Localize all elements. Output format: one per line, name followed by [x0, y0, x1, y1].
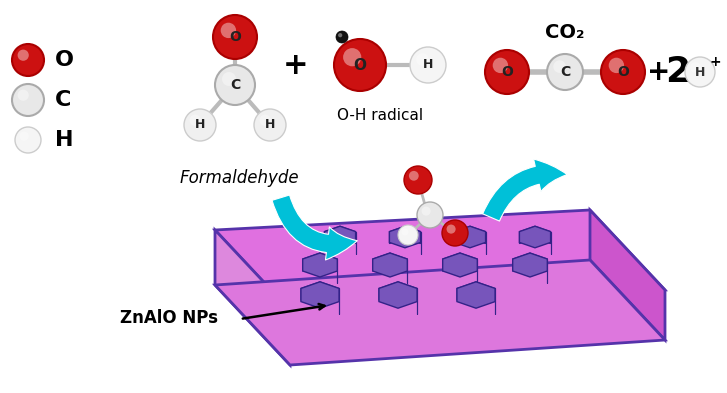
Polygon shape	[324, 226, 356, 248]
Polygon shape	[320, 282, 339, 300]
Circle shape	[17, 90, 29, 101]
Polygon shape	[390, 226, 421, 248]
Circle shape	[404, 166, 432, 194]
Polygon shape	[443, 253, 460, 271]
Polygon shape	[519, 226, 550, 248]
Text: O: O	[501, 65, 513, 79]
Circle shape	[422, 207, 430, 216]
Text: 2: 2	[665, 55, 690, 89]
Polygon shape	[215, 260, 665, 365]
Text: H: H	[265, 119, 276, 132]
Circle shape	[442, 220, 468, 246]
Circle shape	[685, 57, 715, 87]
Polygon shape	[320, 253, 337, 271]
Polygon shape	[301, 282, 320, 300]
Polygon shape	[324, 226, 340, 244]
Circle shape	[215, 65, 255, 105]
Polygon shape	[460, 253, 478, 271]
Text: H: H	[423, 59, 433, 72]
Polygon shape	[379, 282, 417, 308]
Text: C: C	[230, 78, 240, 92]
Circle shape	[485, 50, 529, 94]
Circle shape	[547, 54, 583, 90]
Circle shape	[553, 60, 566, 73]
Text: O: O	[55, 50, 74, 70]
Circle shape	[254, 109, 286, 141]
Polygon shape	[302, 253, 320, 271]
Circle shape	[17, 50, 29, 61]
Polygon shape	[379, 282, 398, 300]
Circle shape	[260, 115, 270, 126]
Text: Formaldehyde: Formaldehyde	[180, 169, 300, 187]
Circle shape	[601, 50, 645, 94]
Circle shape	[222, 72, 236, 86]
Polygon shape	[373, 253, 407, 277]
Text: H: H	[55, 130, 73, 150]
Circle shape	[343, 48, 361, 66]
Text: O: O	[353, 57, 366, 72]
Circle shape	[184, 109, 216, 141]
Polygon shape	[530, 253, 547, 271]
Polygon shape	[513, 253, 547, 277]
Text: C: C	[560, 65, 570, 79]
Polygon shape	[215, 210, 665, 310]
Polygon shape	[443, 253, 478, 277]
Circle shape	[338, 33, 342, 37]
Circle shape	[398, 225, 418, 245]
Text: ZnAlO NPs: ZnAlO NPs	[120, 309, 218, 327]
Circle shape	[417, 53, 429, 66]
Circle shape	[417, 202, 443, 228]
Circle shape	[409, 171, 419, 181]
Circle shape	[608, 58, 624, 73]
Polygon shape	[535, 226, 550, 244]
Text: O-H radical: O-H radical	[337, 108, 423, 123]
Polygon shape	[301, 282, 339, 308]
Circle shape	[334, 39, 386, 91]
Polygon shape	[590, 210, 665, 340]
Polygon shape	[454, 226, 470, 244]
Text: +: +	[647, 58, 670, 86]
FancyArrowPatch shape	[272, 195, 357, 260]
Polygon shape	[457, 282, 476, 300]
Circle shape	[336, 31, 348, 43]
Text: +: +	[284, 50, 309, 79]
Text: C: C	[55, 90, 71, 110]
FancyArrowPatch shape	[483, 159, 567, 221]
Polygon shape	[476, 282, 495, 300]
Text: +: +	[709, 55, 720, 69]
Circle shape	[446, 224, 456, 234]
Polygon shape	[519, 226, 535, 244]
Text: O: O	[617, 65, 629, 79]
Polygon shape	[390, 253, 407, 271]
Circle shape	[190, 115, 201, 126]
Text: H: H	[195, 119, 205, 132]
Text: CO₂: CO₂	[545, 22, 585, 42]
Circle shape	[213, 15, 257, 59]
Polygon shape	[302, 253, 337, 277]
Circle shape	[493, 58, 508, 73]
Circle shape	[15, 127, 41, 153]
Polygon shape	[470, 226, 486, 244]
Polygon shape	[390, 226, 405, 244]
Text: H: H	[695, 66, 705, 79]
Polygon shape	[340, 226, 356, 244]
Circle shape	[401, 228, 409, 235]
Circle shape	[12, 84, 44, 116]
Polygon shape	[457, 282, 495, 308]
Polygon shape	[454, 226, 486, 248]
Circle shape	[221, 23, 236, 38]
Circle shape	[12, 44, 44, 76]
Polygon shape	[373, 253, 390, 271]
Polygon shape	[215, 230, 290, 365]
Text: O: O	[229, 30, 241, 44]
Polygon shape	[398, 282, 417, 300]
Polygon shape	[405, 226, 421, 244]
Circle shape	[20, 132, 28, 141]
Polygon shape	[513, 253, 530, 271]
Circle shape	[410, 47, 446, 83]
Circle shape	[690, 62, 701, 73]
